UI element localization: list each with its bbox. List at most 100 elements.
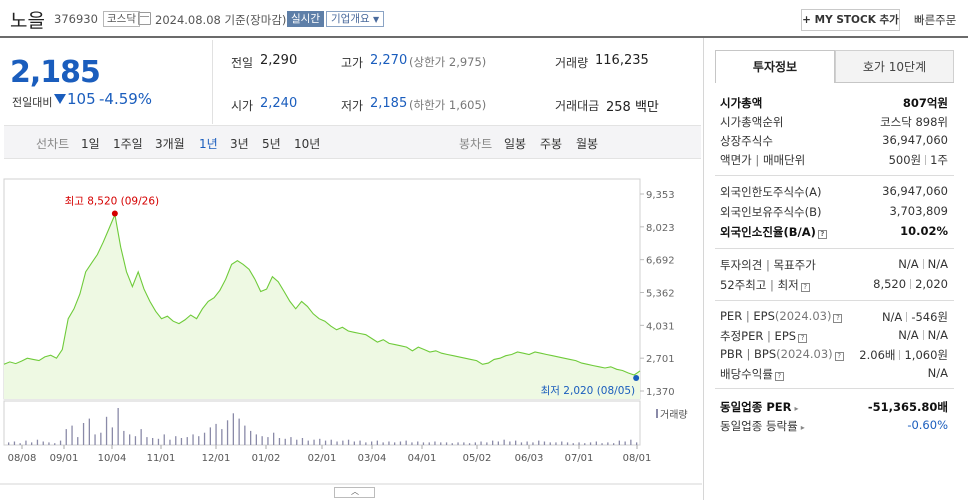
period-3y[interactable]: 3년 bbox=[230, 137, 249, 151]
volume-bar bbox=[301, 438, 304, 445]
help-icon[interactable]: ? bbox=[774, 372, 784, 381]
volume-bar bbox=[267, 437, 269, 445]
expand-chart-button[interactable]: ︿ bbox=[334, 487, 375, 498]
prev-close-value: 2,290 bbox=[260, 53, 298, 68]
volume-bar bbox=[77, 437, 79, 445]
row-sector-per[interactable]: 동일업종 PER ▸ -51,365.80배 bbox=[720, 400, 948, 414]
volume-bar bbox=[8, 442, 10, 445]
low-value: 2,185 bbox=[370, 96, 408, 111]
period-5y[interactable]: 5년 bbox=[262, 137, 281, 151]
help-icon[interactable]: ? bbox=[834, 352, 844, 361]
price-change-percent: -4.59% bbox=[99, 90, 153, 108]
period-1d[interactable]: 1일 bbox=[81, 137, 100, 151]
high-label: 고가 bbox=[341, 56, 364, 70]
y-tick-label: 9,353 bbox=[646, 190, 675, 201]
help-icon[interactable]: ? bbox=[833, 314, 843, 323]
volume-frame bbox=[3, 400, 641, 446]
volume-bar bbox=[134, 436, 137, 445]
volume-bar bbox=[82, 423, 85, 445]
open-label: 시가 bbox=[231, 99, 254, 113]
row-market-cap: 시가총액 807억원 bbox=[720, 96, 948, 110]
help-icon[interactable]: ? bbox=[817, 230, 827, 239]
volume-bar bbox=[290, 437, 292, 445]
quote-date: 2024.08.08 기준(장마감) bbox=[155, 13, 287, 27]
volume-bar bbox=[13, 441, 16, 445]
realtime-button[interactable]: 실시간 bbox=[287, 11, 324, 27]
low-annotation: 최저 2,020 (08/05) bbox=[541, 385, 636, 397]
help-icon[interactable]: ? bbox=[798, 334, 808, 343]
quick-order-link[interactable]: 빠른주문 bbox=[914, 13, 957, 27]
high-annotation: 최고 8,520 (09/26) bbox=[65, 196, 160, 208]
volume-bar bbox=[105, 416, 108, 445]
volume-bar bbox=[630, 439, 632, 445]
volume-bar bbox=[411, 442, 413, 445]
volume-bar bbox=[31, 442, 33, 445]
volume-bar bbox=[48, 442, 50, 445]
y-tick-label: 4,031 bbox=[646, 321, 675, 332]
row-per-eps: PER | EPS(2024.03)? N/A -546원 bbox=[720, 309, 948, 324]
amount-label: 거래대금 bbox=[555, 99, 600, 113]
period-1y[interactable]: 1년 bbox=[199, 137, 218, 151]
row-cap-rank: 시가총액순위 코스닥 898위 bbox=[720, 115, 948, 129]
volume-bar bbox=[232, 413, 234, 445]
volume-bar bbox=[215, 423, 217, 445]
volume-bar bbox=[238, 418, 240, 445]
volume-bar bbox=[203, 432, 206, 445]
x-tick-label: 06/03 bbox=[515, 453, 544, 464]
y-tick-label: 2,701 bbox=[646, 354, 675, 365]
line-chart-label: 선차트 bbox=[36, 137, 70, 151]
volume-bar bbox=[365, 442, 367, 445]
x-tick-label: 08/01 bbox=[623, 453, 652, 464]
volume-bar bbox=[123, 430, 125, 445]
volume-bar bbox=[88, 418, 90, 445]
volume-bar bbox=[244, 425, 246, 445]
volume-bar bbox=[71, 425, 73, 445]
volume-bar bbox=[601, 443, 603, 445]
volume-bar bbox=[376, 440, 378, 445]
volume-bar bbox=[497, 441, 499, 445]
low-marker bbox=[633, 374, 640, 381]
chevron-right-icon: ▸ bbox=[794, 404, 799, 413]
volume-bar bbox=[342, 440, 344, 445]
x-tick-label: 01/02 bbox=[252, 453, 281, 464]
row-52w: 52주최고 | 최저? 8,520 2,020 bbox=[720, 277, 948, 292]
volume-bar bbox=[388, 441, 390, 445]
volume-bar bbox=[515, 440, 517, 445]
period-3m[interactable]: 3개월 bbox=[155, 137, 185, 151]
row-foreign-rate: 외국인소진율(B/A)? 10.02% bbox=[720, 224, 948, 239]
company-info-dropdown[interactable]: 기업개요 ▼ bbox=[326, 11, 385, 27]
tab-investment-info[interactable]: 투자정보 bbox=[715, 50, 835, 83]
chevron-up-icon: ︿ bbox=[351, 487, 359, 496]
row-shares: 상장주식수 36,947,060 bbox=[720, 133, 948, 148]
candle-monthly[interactable]: 월봉 bbox=[576, 137, 599, 151]
y-tick-label: 6,692 bbox=[646, 256, 675, 267]
volume-bar bbox=[221, 429, 223, 445]
help-icon[interactable]: ? bbox=[800, 283, 810, 292]
volume-legend-swatch bbox=[656, 409, 658, 418]
volume-bar bbox=[480, 441, 482, 445]
row-sector-rate[interactable]: 동일업종 등락률 ▸ -0.60% bbox=[720, 418, 948, 433]
volume-bar bbox=[129, 434, 131, 445]
high-value: 2,270 bbox=[370, 53, 408, 68]
x-tick-label: 09/01 bbox=[50, 453, 79, 464]
volume-bar bbox=[94, 434, 96, 445]
volume-label: 거래량 bbox=[660, 409, 688, 421]
volume-bar bbox=[359, 440, 361, 445]
volume-bar bbox=[595, 441, 597, 445]
volume-bar bbox=[117, 408, 119, 445]
x-tick-label: 07/01 bbox=[565, 453, 594, 464]
volume-bar bbox=[555, 442, 557, 445]
volume-bar bbox=[589, 442, 592, 445]
period-1w[interactable]: 1주일 bbox=[113, 137, 143, 151]
add-my-stock-button[interactable]: + MY STOCK 추가 bbox=[801, 9, 900, 31]
tab-order-book[interactable]: 호가 10단계 bbox=[835, 50, 954, 83]
candle-daily[interactable]: 일봉 bbox=[504, 137, 527, 151]
low-label: 저가 bbox=[341, 99, 364, 113]
candle-weekly[interactable]: 주봉 bbox=[540, 137, 563, 151]
volume-bar bbox=[399, 441, 402, 445]
period-10y[interactable]: 10년 bbox=[294, 137, 321, 151]
volume-bar bbox=[607, 442, 609, 445]
volume-bar bbox=[584, 443, 586, 445]
divider bbox=[715, 388, 954, 389]
volume-bar bbox=[25, 440, 27, 445]
